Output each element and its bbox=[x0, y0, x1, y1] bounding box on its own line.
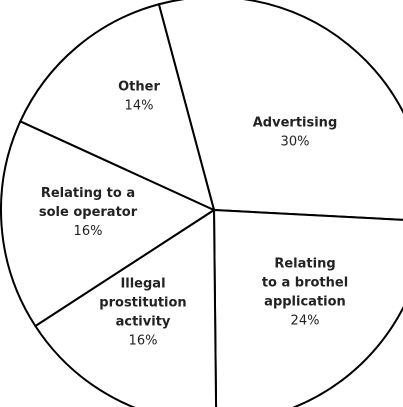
slice-name-line: Relating bbox=[274, 257, 335, 272]
slice-name-line: to a brothel bbox=[262, 276, 348, 291]
slice-label-1: Relating to a brothel application 24% bbox=[262, 257, 348, 329]
slice-value-label: 14% bbox=[125, 99, 154, 114]
pie-slice-1 bbox=[212, 208, 403, 407]
slice-value-label: 24% bbox=[291, 314, 320, 329]
pie-slice-3 bbox=[0, 120, 217, 328]
pie-slice-4 bbox=[19, 3, 216, 212]
slice-label-2: Illegal prostitution activity 16% bbox=[99, 277, 186, 349]
slice-label-0: Advertising 30% bbox=[253, 116, 338, 150]
slice-name-line: Other bbox=[118, 80, 160, 95]
slice-value-label: 16% bbox=[129, 334, 158, 349]
slice-name-line: activity bbox=[116, 315, 171, 330]
slice-label-4: Other 14% bbox=[118, 80, 160, 114]
slice-value-label: 16% bbox=[74, 224, 103, 239]
slice-name-line: application bbox=[264, 295, 346, 310]
slice-label-3: Relating to a sole operator 16% bbox=[39, 186, 138, 239]
slice-name-line: sole operator bbox=[39, 205, 138, 220]
pie-slice-2 bbox=[33, 208, 218, 407]
pie-slice-0 bbox=[157, 0, 403, 221]
slice-name-line: Advertising bbox=[253, 116, 338, 131]
slice-name-line: Relating to a bbox=[41, 186, 135, 201]
slice-value-label: 30% bbox=[281, 135, 310, 150]
slice-name-line: Illegal bbox=[120, 277, 165, 292]
slice-name-line: prostitution bbox=[99, 296, 186, 311]
